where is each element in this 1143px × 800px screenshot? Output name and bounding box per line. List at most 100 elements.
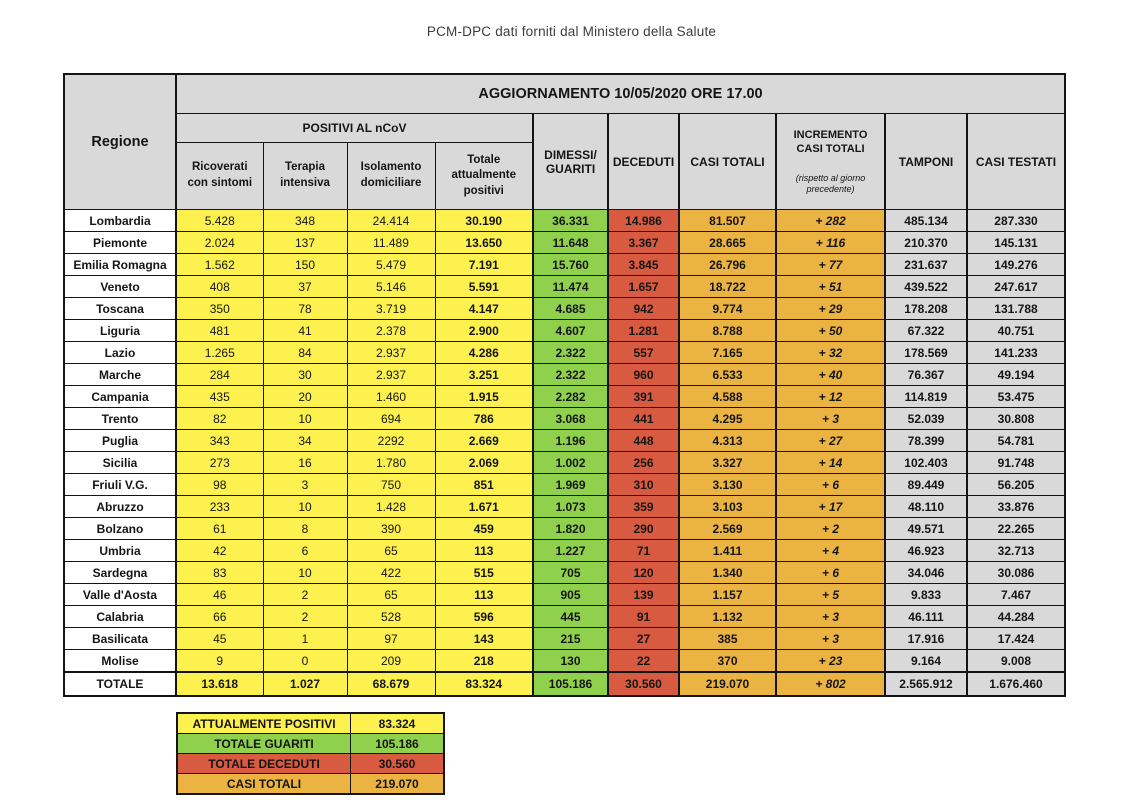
ricoverati-cell: 481 — [175, 319, 264, 343]
tamponi-cell: 49.571 — [884, 517, 968, 541]
isolamento-cell: 11.489 — [346, 231, 436, 255]
table-row: Bolzano 61 8 390 459 1.820 290 2.569 + 2 49.571 22… — [63, 517, 1066, 541]
deceduti-cell: 3.367 — [607, 231, 680, 255]
guariti-cell: 11.474 — [532, 275, 609, 299]
attualmente-positivi-cell: 113 — [434, 539, 534, 563]
tamponi-cell: 48.110 — [884, 495, 968, 519]
attualmente-positivi-cell: 786 — [434, 407, 534, 431]
region-cell: Emilia Romagna — [63, 253, 177, 277]
totale-incremento: + 802 — [775, 671, 886, 697]
table-row: Umbria 42 6 65 113 1.227 71 1.411 + 4 46.923 32.71… — [63, 539, 1066, 563]
guariti-cell: 2.322 — [532, 341, 609, 365]
table-row: Sicilia 273 16 1.780 2.069 1.002 256 3.327 + 14 1… — [63, 451, 1066, 475]
attualmente-positivi-cell: 30.190 — [434, 209, 534, 233]
header-terapia-intensiva: Terapia intensiva — [262, 141, 348, 211]
guariti-cell: 1.227 — [532, 539, 609, 563]
tamponi-cell: 46.111 — [884, 605, 968, 629]
terapia-intensiva-cell: 30 — [262, 363, 348, 387]
ricoverati-cell: 82 — [175, 407, 264, 431]
table-header: Regione AGGIORNAMENTO 10/05/2020 ORE 17.… — [63, 73, 1066, 211]
guariti-cell: 3.068 — [532, 407, 609, 431]
incremento-cell: + 2 — [775, 517, 886, 541]
incremento-cell: + 32 — [775, 341, 886, 365]
deceduti-cell: 14.986 — [607, 209, 680, 233]
tamponi-cell: 178.569 — [884, 341, 968, 365]
attualmente-positivi-cell: 1.915 — [434, 385, 534, 409]
region-cell: Basilicata — [63, 627, 177, 651]
table-row: Friuli V.G. 98 3 750 851 1.969 310 3.130 + 6 89.4… — [63, 473, 1066, 497]
ricoverati-cell: 343 — [175, 429, 264, 453]
casi-totali-cell: 1.132 — [678, 605, 777, 629]
summary-row: CASI TOTALI 219.070 — [176, 773, 445, 795]
page-title: PCM-DPC dati forniti dal Ministero della… — [426, 24, 717, 39]
header-positivi-group: POSITIVI AL nCoV — [175, 113, 534, 143]
region-cell: Molise — [63, 649, 177, 673]
totale-ricoverati: 13.618 — [175, 671, 264, 697]
ricoverati-cell: 350 — [175, 297, 264, 321]
incremento-cell: + 40 — [775, 363, 886, 387]
isolamento-cell: 5.479 — [346, 253, 436, 277]
region-cell: Lazio — [63, 341, 177, 365]
casi-testati-cell: 40.751 — [966, 319, 1066, 343]
guariti-cell: 905 — [532, 583, 609, 607]
attualmente-positivi-cell: 2.069 — [434, 451, 534, 475]
attualmente-positivi-cell: 2.900 — [434, 319, 534, 343]
attualmente-positivi-cell: 5.591 — [434, 275, 534, 299]
table-row: Lombardia 5.428 348 24.414 30.190 36.331 14.98… — [63, 209, 1066, 233]
table-row: Veneto 408 37 5.146 5.591 11.474 1.657 18.722 + … — [63, 275, 1066, 299]
terapia-intensiva-cell: 10 — [262, 407, 348, 431]
guariti-cell: 705 — [532, 561, 609, 585]
header-dimessi-guariti: DIMESSI/ GUARITI — [532, 112, 609, 211]
table-row: Sardegna 83 10 422 515 705 120 1.340 + 6 34.046 30… — [63, 561, 1066, 585]
incremento-cell: + 3 — [775, 627, 886, 651]
terapia-intensiva-cell: 0 — [262, 649, 348, 673]
casi-totali-cell: 18.722 — [678, 275, 777, 299]
region-cell: Piemonte — [63, 231, 177, 255]
casi-totali-cell: 4.295 — [678, 407, 777, 431]
header-ricoverati: Ricoverati con sintomi — [175, 141, 264, 211]
deceduti-cell: 960 — [607, 363, 680, 387]
tamponi-cell: 17.916 — [884, 627, 968, 651]
ricoverati-cell: 2.024 — [175, 231, 264, 255]
terapia-intensiva-cell: 84 — [262, 341, 348, 365]
casi-testati-cell: 30.086 — [966, 561, 1066, 585]
incremento-cell: + 14 — [775, 451, 886, 475]
region-cell: Campania — [63, 385, 177, 409]
deceduti-cell: 290 — [607, 517, 680, 541]
ricoverati-cell: 5.428 — [175, 209, 264, 233]
incremento-cell: + 116 — [775, 231, 886, 255]
isolamento-cell: 694 — [346, 407, 436, 431]
casi-totali-cell: 4.588 — [678, 385, 777, 409]
attualmente-positivi-cell: 13.650 — [434, 231, 534, 255]
tamponi-cell: 78.399 — [884, 429, 968, 453]
ricoverati-cell: 61 — [175, 517, 264, 541]
table-row: Puglia 343 34 2292 2.669 1.196 448 4.313 + 27 78.… — [63, 429, 1066, 453]
isolamento-cell: 2.378 — [346, 319, 436, 343]
attualmente-positivi-cell: 3.251 — [434, 363, 534, 387]
guariti-cell: 130 — [532, 649, 609, 673]
attualmente-positivi-cell: 7.191 — [434, 253, 534, 277]
casi-testati-cell: 22.265 — [966, 517, 1066, 541]
guariti-cell: 4.685 — [532, 297, 609, 321]
incremento-title: INCREMENTO CASI TOTALI — [793, 129, 868, 156]
attualmente-positivi-cell: 2.669 — [434, 429, 534, 453]
totals-row: TOTALE 13.618 1.027 68.679 83.324 105.18… — [63, 671, 1066, 697]
casi-totali-cell: 81.507 — [678, 209, 777, 233]
summary-label: ATTUALMENTE POSITIVI — [176, 712, 351, 734]
deceduti-cell: 3.845 — [607, 253, 680, 277]
isolamento-cell: 422 — [346, 561, 436, 585]
region-cell: Valle d'Aosta — [63, 583, 177, 607]
isolamento-cell: 2.937 — [346, 363, 436, 387]
isolamento-cell: 1.780 — [346, 451, 436, 475]
totale-guariti: 105.186 — [532, 671, 609, 697]
guariti-cell: 2.282 — [532, 385, 609, 409]
incremento-cell: + 3 — [775, 605, 886, 629]
table-row: Basilicata 45 1 97 143 215 27 385 + 3 17.916 17.42… — [63, 627, 1066, 651]
table-row: Marche 284 30 2.937 3.251 2.322 960 6.533 + 40 76… — [63, 363, 1066, 387]
region-cell: Sicilia — [63, 451, 177, 475]
tamponi-cell: 46.923 — [884, 539, 968, 563]
casi-totali-cell: 1.340 — [678, 561, 777, 585]
incremento-cell: + 282 — [775, 209, 886, 233]
summary-label: TOTALE GUARITI — [176, 733, 351, 754]
guariti-cell: 11.648 — [532, 231, 609, 255]
